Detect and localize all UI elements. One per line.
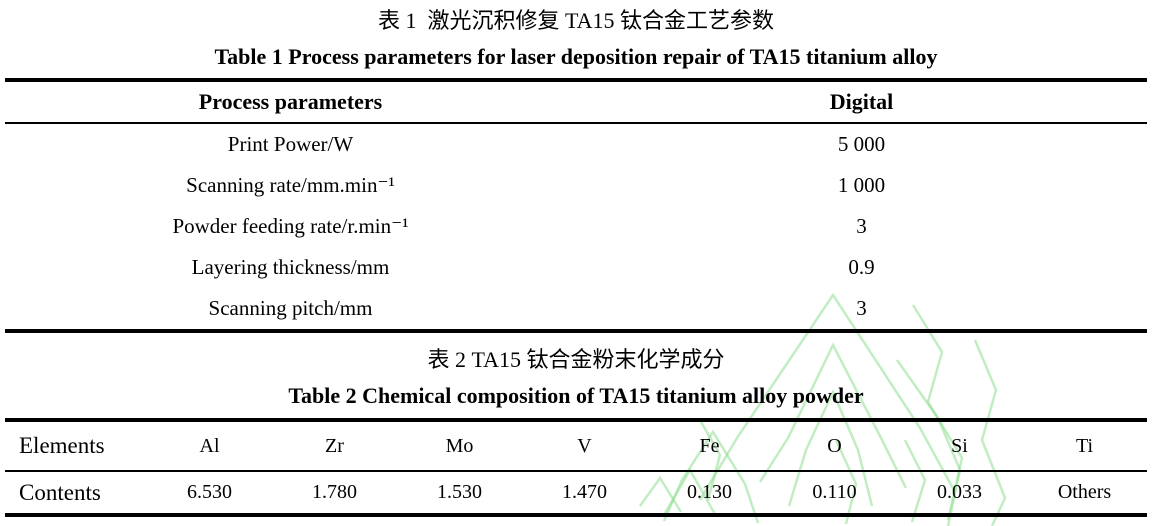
parameter-label: Scanning pitch/mm <box>208 296 373 320</box>
table1-col-digital: Digital <box>576 80 1147 124</box>
parameter-value: 3 <box>856 214 867 238</box>
table2-contents-row: Contents 6.530 1.780 1.530 1.470 0.130 0… <box>5 471 1147 515</box>
table-row: Print Power/W 5 000 <box>5 123 1147 165</box>
content-value: 1.530 <box>437 481 482 503</box>
parameter-label: Powder feeding rate/r.min⁻¹ <box>172 214 409 238</box>
table1-caption-en: Table 1 Process parameters for laser dep… <box>214 44 938 69</box>
content-value: 0.110 <box>812 481 857 503</box>
table-row: Powder feeding rate/r.min⁻¹ 3 <box>5 206 1147 247</box>
table2-caption-en: Table 2 Chemical composition of TA15 tit… <box>288 383 864 408</box>
element-symbol: O <box>772 420 897 472</box>
table1-header-row: Process parameters Digital <box>5 80 1147 124</box>
content-value: 0.130 <box>687 481 732 503</box>
table2-elements-row: Elements Al Zr Mo V Fe O Si Ti <box>5 420 1147 472</box>
parameter-value: 0.9 <box>848 255 875 279</box>
element-symbol: Fe <box>647 420 772 472</box>
element-symbol: Mo <box>397 420 522 472</box>
table1-caption-zh: 表 1 激光沉积修复 TA15 钛合金工艺参数 <box>377 8 775 33</box>
content-value: 0.033 <box>937 481 982 503</box>
table2-chemical-composition: Elements Al Zr Mo V Fe O Si Ti Contents … <box>5 418 1147 517</box>
content-value: 1.780 <box>312 481 357 503</box>
content-value: 1.470 <box>562 481 607 503</box>
element-symbol: Si <box>897 420 1022 472</box>
table-row: Scanning rate/mm.min⁻¹ 1 000 <box>5 165 1147 206</box>
parameter-label: Layering thickness/mm <box>191 255 390 279</box>
table2-caption-zh: 表 2 TA15 钛合金粉末化学成分 <box>427 347 725 372</box>
content-value: 6.530 <box>187 481 232 503</box>
element-symbol: Al <box>147 420 272 472</box>
parameter-value: 5 000 <box>837 132 886 156</box>
parameter-label: Scanning rate/mm.min⁻¹ <box>186 173 395 197</box>
parameter-label: Print Power/W <box>227 132 354 156</box>
table1-process-parameters: Process parameters Digital Print Power/W… <box>5 78 1147 333</box>
element-symbol: Zr <box>272 420 397 472</box>
element-symbol: Ti <box>1022 420 1147 472</box>
table-row: Scanning pitch/mm 3 <box>5 288 1147 331</box>
element-symbol: V <box>522 420 647 472</box>
parameter-value: 3 <box>856 296 867 320</box>
row-header-elements: Elements <box>5 420 147 472</box>
parameter-value: 1 000 <box>837 173 886 197</box>
content-value: Others <box>1057 481 1112 503</box>
table-row: Layering thickness/mm 0.9 <box>5 247 1147 288</box>
row-header-contents: Contents <box>19 479 101 505</box>
table1-col-process-parameters: Process parameters <box>5 80 576 124</box>
